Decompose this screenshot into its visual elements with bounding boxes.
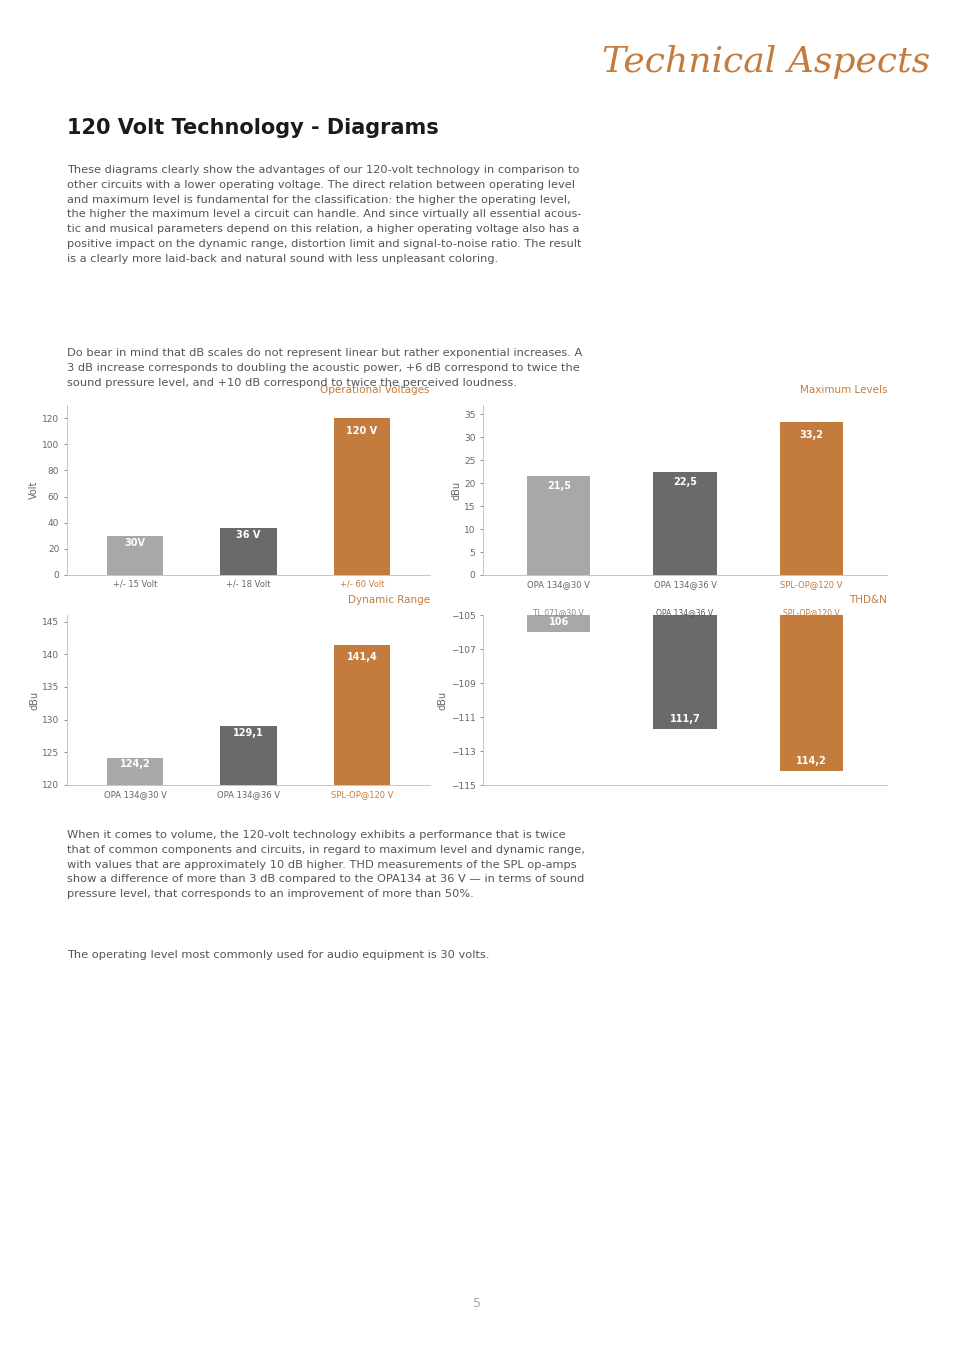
Text: 106: 106 [548,617,568,626]
Text: 36 V: 36 V [236,531,260,540]
Bar [527,477,590,575]
Bar [653,616,716,729]
Bar [334,645,390,784]
Bar [334,418,390,575]
Bar [653,471,716,575]
Text: 120 Volt Technology - Diagrams: 120 Volt Technology - Diagrams [67,117,438,138]
Text: 114,2: 114,2 [795,756,825,767]
Bar [779,616,841,771]
Text: 5: 5 [473,1297,480,1310]
Text: Operational Voltages: Operational Voltages [320,385,430,394]
Text: THD&N: THD&N [848,595,886,605]
Text: These diagrams clearly show the advantages of our 120-volt technology in compari: These diagrams clearly show the advantag… [67,165,581,263]
Bar [107,757,163,784]
Bar [779,423,841,575]
Y-axis label: Volt: Volt [30,481,39,500]
Text: 33,2: 33,2 [799,431,822,440]
Text: Technical Aspects: Technical Aspects [601,45,929,80]
Bar [220,528,276,575]
Bar [220,725,276,784]
Text: 22,5: 22,5 [672,477,697,487]
Text: 120 V: 120 V [346,425,377,436]
Text: Dynamic Range: Dynamic Range [348,595,430,605]
Text: 124,2: 124,2 [119,759,151,769]
Y-axis label: dBu: dBu [437,690,447,710]
Text: 30V: 30V [125,537,146,548]
Text: Maximum Levels: Maximum Levels [799,385,886,394]
Text: 129,1: 129,1 [233,729,264,738]
Bar [527,616,590,632]
Text: OPA 134@36 V: OPA 134@36 V [656,609,713,617]
Y-axis label: dBu: dBu [30,690,39,710]
Text: 21,5: 21,5 [546,481,570,491]
Text: spl: spl [872,1268,913,1292]
Text: Do bear in mind that dB scales do not represent linear but rather exponential in: Do bear in mind that dB scales do not re… [67,348,581,387]
Text: TL 071@30 V: TL 071@30 V [533,609,583,617]
Bar [107,536,163,575]
Text: 141,4: 141,4 [346,652,377,662]
Text: 111,7: 111,7 [669,714,700,724]
Text: When it comes to volume, the 120-volt technology exhibits a performance that is : When it comes to volume, the 120-volt te… [67,830,584,899]
Y-axis label: dBu: dBu [451,481,460,500]
Text: SPL-OP@120 V: SPL-OP@120 V [782,609,839,617]
Text: The operating level most commonly used for audio equipment is 30 volts.: The operating level most commonly used f… [67,950,489,960]
